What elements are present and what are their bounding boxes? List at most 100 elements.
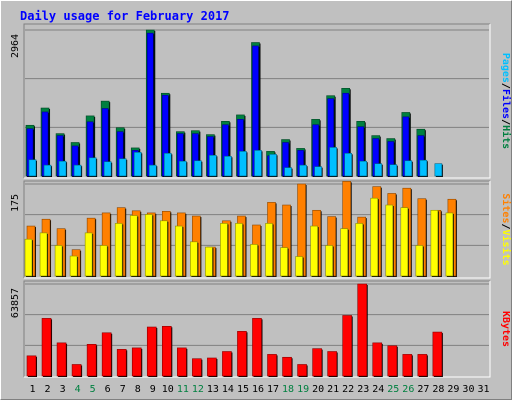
bar-kbytes-day-7-fill (116, 349, 127, 377)
bar-pages-day-27 (419, 159, 428, 177)
bar-visits-day-19-fill (295, 256, 303, 277)
x-tick-label: 19 (297, 384, 309, 395)
bar-pages-day-17-fill (269, 154, 277, 177)
bar-kbytes-day-16 (252, 318, 263, 377)
bar-visits-day-28-fill (430, 209, 439, 277)
bar-kbytes-day-9 (146, 326, 158, 377)
bar-kbytes-day-23 (357, 283, 368, 377)
x-tick-label: 24 (372, 384, 384, 395)
x-tick-label: 16 (252, 384, 264, 395)
bar-pages-day-20-fill (314, 166, 322, 177)
bar-pages-day-22 (344, 153, 353, 177)
bar-visits-day-10-fill (159, 220, 168, 277)
bar-pages-day-7-fill (118, 158, 127, 177)
bar-pages-day-28-fill (434, 163, 443, 177)
legend-item-slash: / (500, 119, 511, 125)
bar-visits-day-10 (159, 220, 169, 277)
bar-pages-day-2 (43, 164, 53, 177)
bar-kbytes-day-1 (26, 355, 37, 377)
bar-kbytes-day-17 (267, 354, 278, 377)
bar-kbytes-day-12 (192, 358, 203, 377)
bar-visits-day-1 (24, 238, 33, 277)
bar-pages-day-28 (434, 163, 443, 177)
bar-visits-day-25 (385, 204, 394, 277)
bar-pages-day-6-fill (103, 161, 112, 177)
x-tick-label: 17 (267, 384, 279, 395)
bar-kbytes-day-23-fill (357, 283, 368, 377)
x-tick-label: 28 (432, 384, 444, 395)
bar-visits-day-2-fill (39, 232, 48, 277)
bar-visits-day-9 (144, 214, 154, 277)
bar-pages-day-23-fill (359, 160, 368, 177)
bar-kbytes-day-22-fill (342, 315, 352, 377)
bar-pages-day-12 (194, 160, 203, 177)
panel-kbytes-legend: KBytes (500, 311, 511, 347)
bar-kbytes-day-14-fill (222, 351, 232, 377)
bar-kbytes-day-25-fill (387, 345, 398, 377)
x-tick-label: 15 (237, 384, 249, 395)
bar-pages-day-5 (88, 157, 98, 177)
bar-pages-day-2-fill (43, 164, 52, 177)
panel-hits-border-light (24, 24, 491, 179)
bar-pages-day-14 (224, 155, 233, 177)
bar-pages-day-22-fill (344, 153, 352, 177)
bar-visits-day-22 (340, 228, 349, 277)
bar-visits-day-15-fill (235, 223, 243, 277)
bar-visits-day-11 (175, 225, 184, 277)
bar-visits-day-4 (69, 255, 79, 277)
bar-kbytes-day-26-fill (402, 354, 413, 377)
bar-pages-day-3 (58, 160, 68, 177)
bar-pages-day-20 (314, 166, 323, 177)
x-tick-label: 1 (30, 384, 36, 395)
bar-visits-day-16-fill (250, 244, 258, 277)
bar-visits-day-26-fill (400, 207, 409, 277)
bar-pages-day-4-fill (73, 164, 82, 177)
chart-title: Daily usage for February 2017 (20, 9, 230, 23)
bar-visits-day-20-fill (310, 225, 318, 277)
bar-pages-day-8-fill (133, 152, 142, 177)
bar-visits-day-9-fill (144, 214, 153, 277)
bar-visits-day-21-fill (325, 245, 333, 277)
bar-visits-day-7-fill (114, 223, 123, 277)
bar-pages-day-6 (103, 161, 113, 177)
bar-visits-day-29-fill (445, 212, 454, 277)
panel-sites-legend: Sites/Visits (500, 193, 512, 265)
bar-kbytes-day-3 (56, 342, 68, 377)
bar-pages-day-21-fill (329, 147, 337, 177)
bar-kbytes-day-17-fill (267, 354, 277, 377)
bar-kbytes-day-28-fill (432, 331, 443, 377)
x-tick-label: 8 (135, 384, 141, 395)
bar-pages-day-18-fill (284, 167, 292, 177)
bar-kbytes-day-16-fill (252, 318, 262, 377)
bar-pages-day-24-fill (374, 163, 383, 177)
bar-kbytes-day-25 (387, 345, 398, 377)
panel-kbytes-bars (26, 283, 443, 377)
bar-pages-day-26-fill (404, 160, 413, 177)
bar-kbytes-day-4-fill (71, 364, 82, 377)
bar-visits-day-17-fill (265, 223, 273, 277)
legend-item-pages: Pages (500, 53, 511, 83)
bar-kbytes-day-21 (327, 351, 338, 377)
bar-visits-day-6 (99, 245, 109, 277)
panel-kbytes-max-label: 63857 (10, 288, 21, 318)
bar-pages-day-21 (329, 147, 338, 177)
panel-sites-border-light (24, 181, 491, 279)
bar-kbytes-day-18-fill (282, 356, 292, 377)
bar-kbytes-day-12-fill (192, 358, 202, 377)
bar-visits-day-17 (265, 223, 274, 277)
bar-pages-day-24 (374, 163, 383, 177)
bar-visits-day-27 (415, 245, 424, 277)
bar-kbytes-day-3-fill (56, 342, 67, 377)
bar-pages-day-13-fill (209, 155, 217, 177)
bar-pages-day-26 (404, 160, 413, 177)
bar-visits-day-22-fill (340, 228, 348, 277)
bar-visits-day-12 (190, 241, 199, 277)
bar-kbytes-day-15 (237, 331, 248, 377)
bar-visits-day-6-fill (99, 245, 108, 277)
x-tick-label: 6 (105, 384, 111, 395)
bar-pages-day-17 (269, 154, 278, 177)
bar-kbytes-day-28 (432, 331, 443, 377)
bar-visits-day-29 (445, 212, 454, 277)
bar-pages-day-23 (359, 160, 368, 177)
bar-pages-day-12-fill (194, 160, 202, 177)
